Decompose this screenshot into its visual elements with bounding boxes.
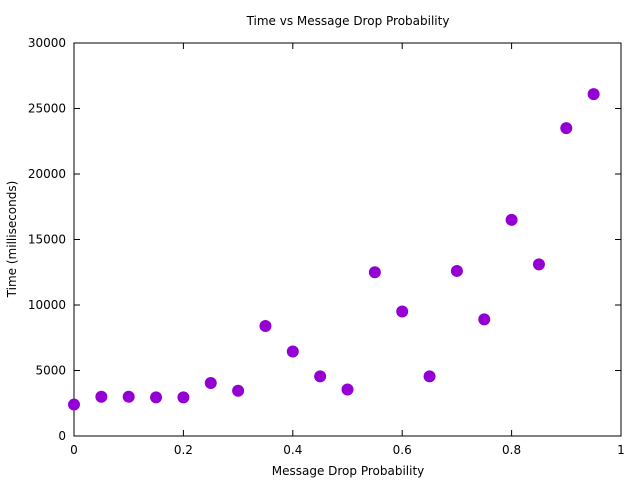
x-axis: 0 0.2 0.4 0.6 0.8 1 bbox=[70, 43, 625, 457]
data-point bbox=[341, 383, 354, 396]
data-point bbox=[505, 213, 518, 226]
data-point bbox=[587, 88, 600, 101]
y-tick-label: 5000 bbox=[35, 364, 66, 378]
y-tick-label: 0 bbox=[58, 429, 66, 443]
data-point bbox=[232, 384, 245, 397]
data-point bbox=[396, 305, 409, 318]
data-point bbox=[177, 391, 190, 404]
data-point bbox=[423, 370, 436, 383]
data-point bbox=[478, 313, 491, 326]
x-tick-label: 0 bbox=[70, 443, 78, 457]
y-tick-label: 20000 bbox=[28, 167, 66, 181]
y-tick-label: 25000 bbox=[28, 102, 66, 116]
x-tick-label: 0.8 bbox=[502, 443, 521, 457]
data-point bbox=[259, 319, 272, 332]
y-axis-label: Time (milliseconds) bbox=[5, 181, 19, 299]
data-point bbox=[68, 398, 80, 411]
data-point bbox=[95, 390, 108, 403]
data-point bbox=[450, 264, 463, 277]
x-tick-label: 0.6 bbox=[393, 443, 412, 457]
y-tick-label: 10000 bbox=[28, 298, 66, 312]
data-point bbox=[286, 345, 299, 358]
data-point bbox=[204, 376, 217, 389]
data-point bbox=[368, 266, 381, 279]
y-tick-label: 30000 bbox=[28, 36, 66, 50]
chart-title: Time vs Message Drop Probability bbox=[246, 14, 450, 28]
data-points bbox=[68, 88, 600, 411]
x-tick-label: 0.4 bbox=[283, 443, 302, 457]
x-tick-label: 0.2 bbox=[174, 443, 193, 457]
y-axis: 0 5000 10000 15000 20000 25000 30000 bbox=[28, 36, 621, 443]
data-point bbox=[532, 258, 545, 271]
data-point bbox=[150, 391, 163, 404]
y-tick-label: 15000 bbox=[28, 233, 66, 247]
x-axis-label: Message Drop Probability bbox=[272, 464, 425, 478]
data-point bbox=[314, 370, 327, 383]
plot-frame bbox=[73, 42, 622, 437]
x-tick-label: 1 bbox=[617, 443, 625, 457]
data-point bbox=[122, 390, 135, 403]
data-point bbox=[560, 122, 573, 135]
